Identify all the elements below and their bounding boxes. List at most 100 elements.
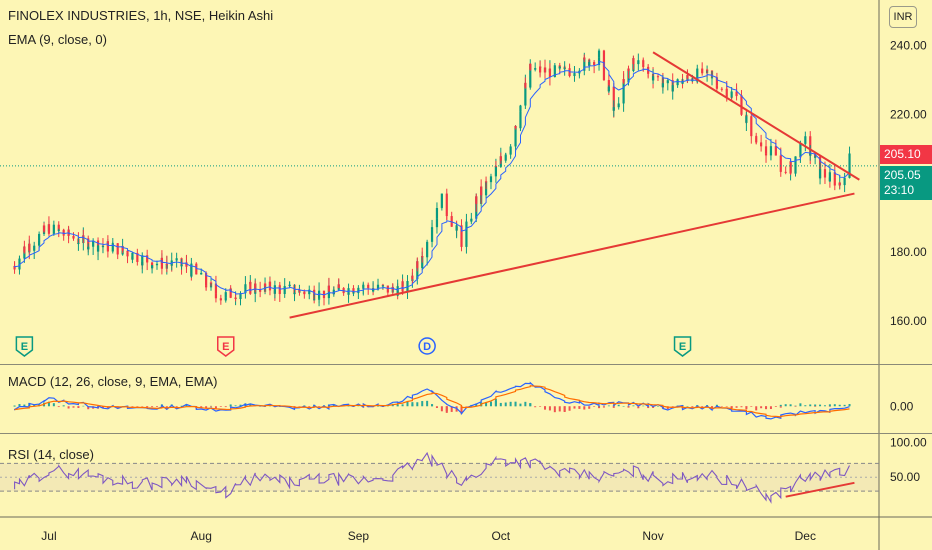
candle-body <box>519 111 522 129</box>
candle-body <box>401 281 404 292</box>
macd-histogram-bar <box>509 401 512 407</box>
candle-body <box>406 281 409 292</box>
candle-body <box>597 50 601 58</box>
candle-body <box>96 245 100 252</box>
candle-body <box>357 287 360 292</box>
macd-histogram-bar <box>13 406 16 407</box>
candle-body <box>553 65 556 78</box>
candle-body <box>548 68 552 78</box>
candle-body <box>676 79 679 86</box>
currency-button[interactable]: INR <box>889 6 917 28</box>
candle-body <box>303 291 306 295</box>
candle-body <box>632 58 635 65</box>
signal-line <box>14 385 850 418</box>
macd-histogram-bar <box>647 406 650 409</box>
time-tick-label: Jul <box>41 529 56 543</box>
candle-body <box>465 224 468 247</box>
candle-body <box>480 186 483 196</box>
macd-histogram-bar <box>711 406 714 408</box>
candle-body <box>273 285 276 294</box>
candle-body <box>150 265 154 269</box>
candle-body <box>263 283 267 287</box>
macd-histogram-bar <box>72 406 75 408</box>
candle-body <box>308 291 311 295</box>
macd-histogram-bar <box>588 406 591 409</box>
candle-body <box>126 252 129 257</box>
rsi-tick-label: 50.00 <box>890 470 920 484</box>
candle-body <box>313 299 316 301</box>
bar-countdown: 23:10 <box>884 183 915 197</box>
candle-body <box>470 218 473 222</box>
macd-tick-label: 0.00 <box>890 399 914 413</box>
macd-histogram-bar <box>602 406 605 408</box>
candle-body <box>293 292 296 295</box>
candle-body <box>327 285 331 299</box>
candle-body <box>33 245 36 251</box>
macd-histogram-bar <box>416 402 419 407</box>
macd-histogram-bar <box>548 406 551 411</box>
last-price-value: 205.05 <box>884 168 921 182</box>
time-tick-label: Oct <box>491 529 510 543</box>
candle-body <box>249 281 252 294</box>
candle-body <box>701 68 704 74</box>
macd-histogram-bar <box>622 405 625 407</box>
ema-legend: EMA (9, close, 0) <box>8 32 107 47</box>
candle-body <box>205 285 208 288</box>
candle-body <box>190 263 193 277</box>
candle-body <box>563 68 566 70</box>
macd-histogram-bar <box>440 406 443 412</box>
macd-histogram-bar <box>33 404 36 407</box>
macd-histogram-bar <box>499 402 502 407</box>
candle-body <box>637 60 640 65</box>
candle-body <box>583 57 586 71</box>
macd-histogram-bar <box>347 405 350 407</box>
candle-body <box>327 285 331 292</box>
macd-histogram-bar <box>794 406 797 407</box>
candle-body <box>195 272 198 275</box>
macd-histogram-bar <box>141 406 144 407</box>
macd-histogram-bar <box>725 406 728 407</box>
candle-body <box>764 146 768 154</box>
macd-histogram-bar <box>239 404 242 407</box>
candle-body <box>514 125 517 147</box>
rsi-line <box>14 451 850 504</box>
earnings-marker <box>15 336 34 357</box>
candle-body <box>504 154 507 156</box>
candle-body <box>239 293 242 300</box>
macd-histogram-bar <box>720 406 723 407</box>
macd-histogram-bar <box>200 406 203 408</box>
candle-body <box>259 289 262 292</box>
candle-body <box>72 235 75 239</box>
candle-body <box>57 224 60 231</box>
candle-body <box>381 285 385 287</box>
candle-body <box>337 284 340 289</box>
candle-body <box>494 165 497 167</box>
candle-body <box>396 286 399 296</box>
rsi-legend: RSI (14, close) <box>8 447 94 462</box>
candle-body <box>101 246 105 248</box>
candle-body <box>760 142 763 147</box>
macd-histogram-bar <box>553 406 556 413</box>
candle-body <box>524 82 527 106</box>
candle-body <box>180 264 183 267</box>
candle-body <box>715 85 719 89</box>
time-tick-label: Aug <box>191 529 212 543</box>
macd-histogram-bar <box>715 404 718 407</box>
candle-body <box>514 125 517 129</box>
candle-body <box>484 181 488 183</box>
candle-body <box>460 239 463 247</box>
earnings-marker <box>217 336 235 357</box>
macd-histogram-bar <box>180 405 183 407</box>
candle-body <box>219 298 222 301</box>
macd-histogram-bar <box>465 406 468 407</box>
candle-body <box>367 284 370 289</box>
candle-body <box>573 73 576 77</box>
candle-body <box>809 153 812 156</box>
macd-histogram-bar <box>755 406 758 411</box>
candle-body <box>666 80 669 84</box>
candle-body <box>823 169 827 178</box>
candle-body <box>77 243 80 245</box>
candle-body <box>725 89 728 97</box>
candle-body <box>175 258 178 261</box>
